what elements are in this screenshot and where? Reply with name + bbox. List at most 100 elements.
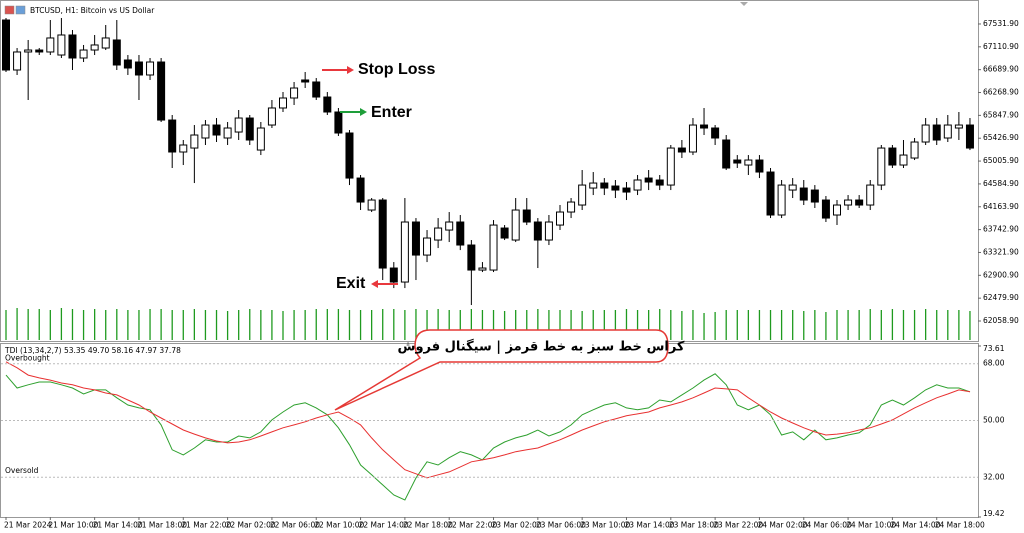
y-tick-label: 66268.90: [983, 88, 1019, 97]
y-tick-label: 62479.90: [983, 293, 1019, 302]
candle-body: [910, 141, 919, 159]
x-tick-label: 21 Mar 10:00: [48, 521, 98, 530]
candle-body: [855, 199, 864, 206]
candle-body: [677, 147, 686, 153]
x-tick-label: 24 Mar 18:00: [935, 521, 985, 530]
candle-body: [223, 127, 232, 139]
x-tick-label: 23 Mar 10:00: [580, 521, 630, 530]
candle-body: [821, 199, 830, 219]
candle-body: [844, 199, 853, 206]
x-tick-label: 23 Mar 02:00: [492, 521, 542, 530]
symbol-icon: [4, 5, 15, 15]
candle-body: [666, 147, 675, 186]
candle-body: [179, 144, 188, 153]
candle-body: [567, 201, 576, 213]
y-tick-label: 65426.90: [983, 133, 1019, 142]
candle-body: [234, 117, 243, 133]
candle-body: [279, 97, 287, 109]
x-tick-label: 22 Mar 14:00: [359, 521, 409, 530]
candle-body: [744, 159, 753, 166]
candle-body: [24, 49, 33, 53]
candle-body: [655, 179, 664, 186]
candle-body: [932, 124, 941, 141]
candle-body: [810, 189, 819, 203]
candle-body: [323, 96, 332, 113]
x-tick-label: 22 Mar 02:00: [226, 521, 276, 530]
candle-body: [13, 51, 22, 71]
arrow-head: [360, 108, 367, 116]
candle-body: [755, 159, 764, 173]
y-tick-label: 50.00: [983, 416, 1005, 425]
y-tick-label: 63321.90: [983, 247, 1019, 256]
candle-body: [245, 117, 254, 141]
x-tick-label: 24 Mar 02:00: [757, 521, 807, 530]
candle-body: [212, 124, 221, 136]
candle-body: [68, 34, 77, 59]
candle-body: [733, 159, 742, 164]
annotation: Enter: [371, 104, 412, 121]
candle-body: [921, 124, 930, 143]
x-tick-label: 21 Mar 2024: [4, 521, 52, 530]
shift-marker: [740, 2, 748, 6]
candle-body: [157, 61, 166, 121]
y-tick-label: 62900.90: [983, 270, 1019, 279]
candle-body: [146, 61, 155, 76]
candle-body: [423, 237, 432, 256]
candle-body: [489, 224, 498, 271]
level-label: Oversold: [5, 466, 39, 475]
candle-body: [467, 244, 476, 271]
x-tick-label: 23 Mar 14:00: [624, 521, 674, 530]
candle-body: [168, 119, 177, 153]
y-tick-label: 65847.90: [983, 110, 1019, 119]
candle-body: [578, 184, 587, 206]
candle-body: [378, 199, 387, 269]
candle-body: [611, 185, 620, 191]
candle-body: [301, 79, 310, 83]
x-tick-label: 23 Mar 18:00: [669, 521, 719, 530]
indicator-title: TDI (13,34,2,7) 53.35 49.70 58.16 47.97 …: [4, 346, 181, 355]
candle-body: [101, 37, 110, 49]
candle-body: [788, 184, 797, 191]
candle-body: [35, 49, 44, 53]
callout-text: کراس خط سبز به خط قرمز | سیگنال فروش: [398, 339, 685, 355]
candle-body: [434, 227, 443, 241]
candle-body: [57, 34, 66, 56]
candle-body: [688, 124, 697, 153]
candle-body: [965, 124, 974, 149]
candle-body: [766, 171, 775, 216]
price-plot: [2, 18, 974, 340]
y-tick-label: 62058.90: [983, 316, 1019, 325]
candle-body: [334, 111, 343, 134]
candle-body: [799, 187, 808, 201]
candle-body: [544, 221, 553, 241]
candle-body: [522, 209, 531, 223]
candle-body: [888, 147, 897, 166]
candle-body: [201, 124, 210, 139]
y-tick-label: 66689.90: [983, 65, 1019, 74]
level-label: Overbought: [5, 354, 50, 363]
candle-body: [400, 221, 409, 283]
candle-body: [290, 87, 299, 99]
candle-body: [389, 267, 398, 283]
candle-body: [500, 227, 509, 239]
candle-body: [356, 177, 365, 203]
symbol-icon: [15, 5, 26, 15]
chart-title: BTCUSD, H1: Bitcoin vs US Dollar: [30, 6, 155, 15]
candle-body: [899, 154, 908, 166]
candle-body: [711, 127, 720, 139]
annotation: Exit: [336, 275, 366, 292]
x-tick-label: 23 Mar 22:00: [713, 521, 763, 530]
candle-body: [589, 182, 598, 189]
x-tick-label: 21 Mar 14:00: [93, 521, 143, 530]
candle-body: [2, 19, 10, 71]
candle-body: [256, 127, 265, 151]
candle-body: [456, 221, 465, 246]
y-tick-label: 65005.90: [983, 156, 1019, 165]
y-tick-label: 64163.90: [983, 202, 1019, 211]
x-tick-label: 22 Mar 18:00: [403, 521, 453, 530]
candle-body: [954, 124, 963, 129]
x-tick-label: 24 Mar 10:00: [846, 521, 896, 530]
y-tick-label: 73.61: [983, 344, 1005, 353]
candle-body: [367, 199, 376, 211]
candle-body: [312, 81, 321, 98]
